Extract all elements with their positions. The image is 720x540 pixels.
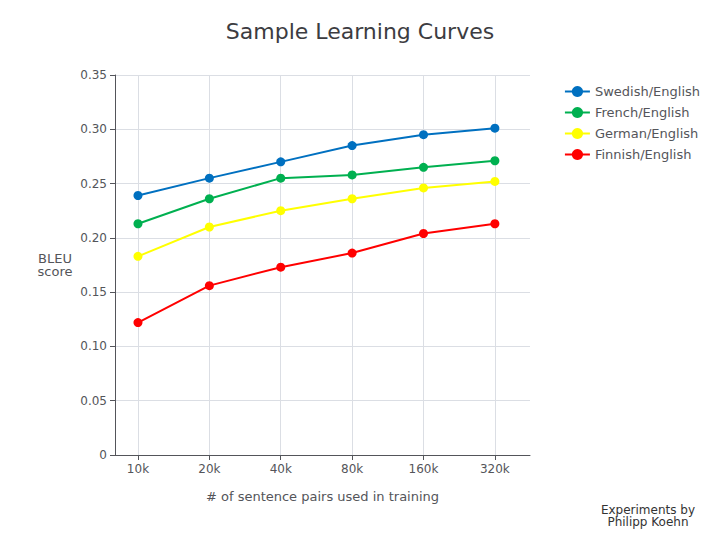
svg-text:0.10: 0.10 — [80, 339, 107, 353]
svg-text:Experiments by: Experiments by — [600, 503, 695, 517]
svg-text:score: score — [38, 264, 73, 279]
svg-text:Swedish/English: Swedish/English — [595, 84, 700, 99]
svg-text:0.15: 0.15 — [80, 285, 107, 299]
svg-text:0.25: 0.25 — [80, 177, 107, 191]
svg-text:10k: 10k — [127, 462, 149, 476]
svg-text:Philipp Koehn: Philipp Koehn — [607, 515, 688, 529]
svg-text:French/English: French/English — [595, 105, 690, 120]
svg-text:0.05: 0.05 — [80, 394, 107, 408]
svg-text:0.20: 0.20 — [80, 231, 107, 245]
svg-text:German/English: German/English — [595, 126, 698, 141]
svg-text:0: 0 — [99, 448, 107, 462]
svg-text:Finnish/English: Finnish/English — [595, 147, 692, 162]
svg-text:20k: 20k — [198, 462, 220, 476]
svg-text:0.35: 0.35 — [80, 68, 107, 82]
svg-text:BLEU: BLEU — [38, 251, 72, 266]
svg-text:160k: 160k — [409, 462, 439, 476]
svg-text:0.30: 0.30 — [80, 122, 107, 136]
svg-text:320k: 320k — [480, 462, 510, 476]
svg-text:Sample Learning Curves: Sample Learning Curves — [226, 19, 494, 44]
svg-text:80k: 80k — [341, 462, 363, 476]
svg-text:40k: 40k — [270, 462, 292, 476]
svg-text:# of sentence pairs used in tr: # of sentence pairs used in training — [206, 489, 439, 504]
